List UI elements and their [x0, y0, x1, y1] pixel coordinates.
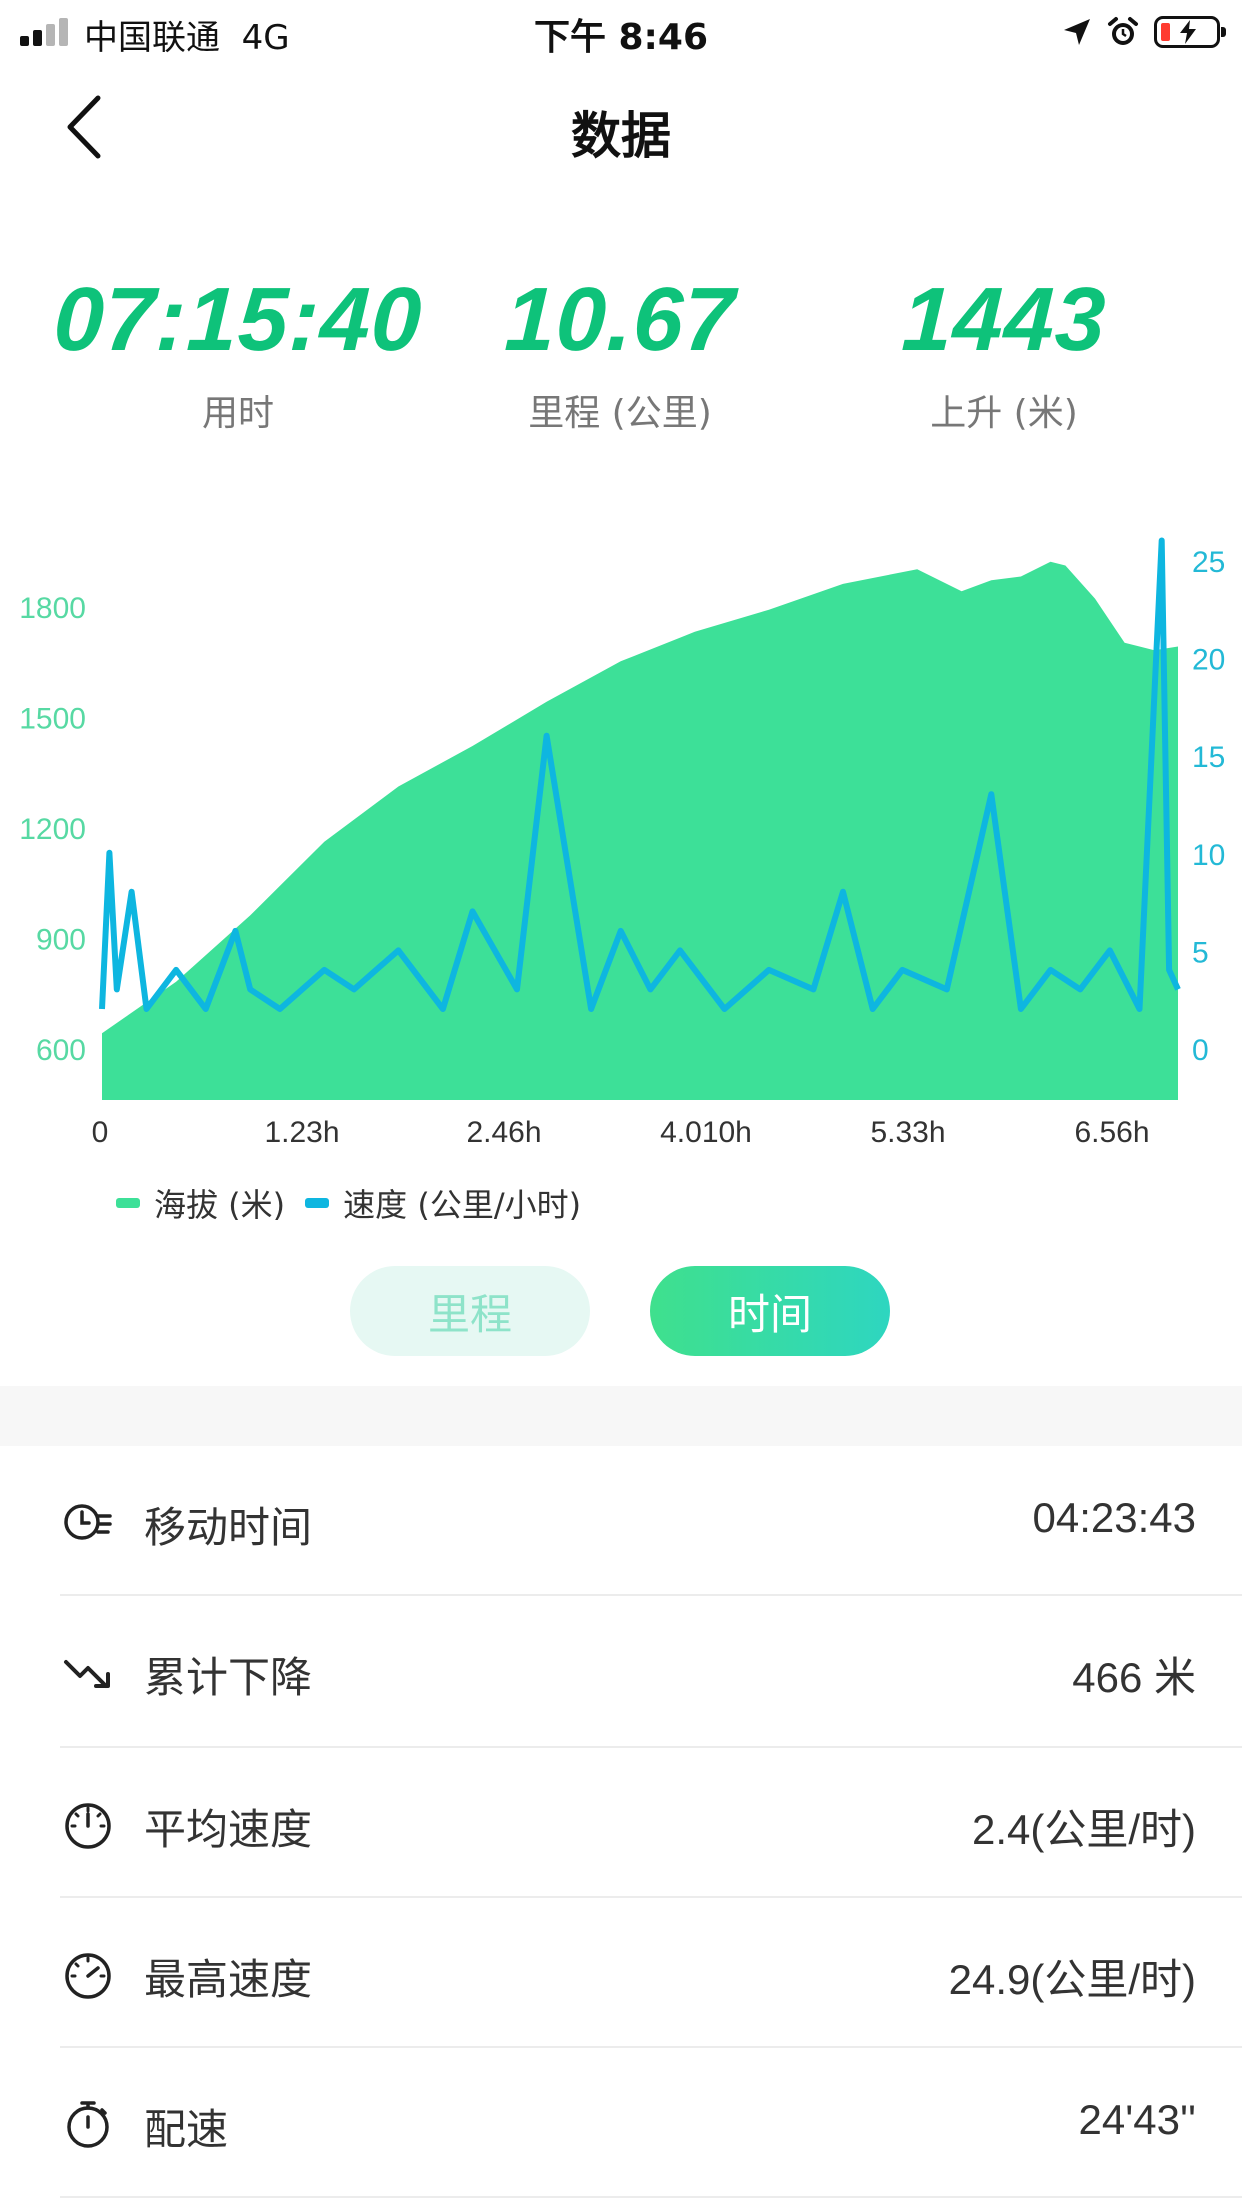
alarm-icon — [1108, 17, 1138, 45]
status-time: 下午 8:46 — [533, 17, 709, 58]
location-arrow-icon — [1064, 19, 1090, 45]
chevron-left-icon — [67, 95, 101, 159]
y-right-tick: 15 — [1192, 741, 1225, 774]
legend-swatch-speed — [305, 1198, 330, 1208]
legend-item-elevation: 海拔 (米) — [116, 1180, 285, 1226]
y-left-tick: 1500 — [19, 703, 86, 736]
list-item-total-descent: 累计下降 466 米 — [60, 1596, 1242, 1748]
legend-label-speed: 速度 (公里/小时) — [343, 1186, 582, 1224]
moving-time-label: 移动时间 — [144, 1503, 313, 1552]
stat-distance: 10.67 里程 (公里) — [430, 270, 810, 436]
details-list: 移动时间 04:23:43 累计下降 466 米 平均速度 2.4(公里/时) … — [0, 1446, 1242, 2198]
legend-item-speed: 速度 (公里/小时) — [305, 1180, 581, 1226]
stat-distance-value: 10.67 — [503, 270, 737, 370]
stat-duration-value: 07:15:40 — [52, 270, 424, 370]
x-tick: 4.010h — [660, 1116, 752, 1149]
legend-label-elevation: 海拔 (米) — [154, 1186, 286, 1224]
gauge-low-icon — [65, 1803, 111, 1849]
network-type: 4G — [241, 18, 290, 58]
stat-distance-label: 里程 (公里) — [528, 393, 712, 434]
moving-time-value: 04:23:43 — [1032, 1494, 1197, 1541]
max-speed-label: 最高速度 — [144, 1955, 313, 2004]
y-right-tick: 5 — [1192, 936, 1209, 969]
stat-duration: 07:15:40 用时 — [48, 270, 428, 436]
speed-line — [99, 537, 1181, 1012]
trend-down-icon — [64, 1660, 110, 1688]
pace-value: 24'43'' — [1078, 2096, 1197, 2143]
x-tick: 2.46h — [466, 1116, 541, 1149]
list-item-pace: 配速 24'43'' — [60, 2048, 1242, 2198]
stat-duration-label: 用时 — [201, 393, 274, 434]
section-divider — [0, 1386, 1242, 1446]
stat-ascent-value: 1443 — [900, 270, 1108, 370]
carrier-label: 中国联通 4G — [84, 18, 290, 58]
x-tick: 5.33h — [870, 1116, 945, 1149]
list-item-max-speed: 最高速度 24.9(公里/时) — [60, 1898, 1242, 2048]
avg-speed-value: 2.4(公里/时) — [971, 1806, 1196, 1853]
list-item-avg-speed: 平均速度 2.4(公里/时) — [60, 1748, 1242, 1898]
total-descent-label: 累计下降 — [144, 1653, 313, 1702]
nav-header: 数据 — [0, 62, 1242, 192]
page-title: 数据 — [571, 107, 671, 165]
stat-ascent-label: 上升 (米) — [930, 393, 1078, 434]
battery-icon — [1154, 16, 1226, 48]
list-item-moving-time: 移动时间 04:23:43 — [60, 1446, 1242, 1596]
total-descent-value: 466 米 — [1072, 1654, 1196, 1701]
legend-swatch-elevation — [116, 1198, 140, 1208]
clock-motion-icon — [64, 1504, 112, 1540]
avg-speed-label: 平均速度 — [144, 1805, 313, 1854]
y-right-tick: 10 — [1192, 839, 1225, 872]
chart-legend: 海拔 (米) 速度 (公里/小时) — [116, 1180, 601, 1226]
toggle-mileage-button[interactable]: 里程 — [350, 1266, 590, 1356]
x-tick: 0 — [92, 1116, 109, 1149]
y-right-tick: 20 — [1192, 644, 1225, 677]
max-speed-value: 24.9(公里/时) — [948, 1956, 1196, 2003]
signal-icon — [20, 18, 72, 46]
gauge-high-icon — [65, 1953, 111, 1999]
y-left-tick: 900 — [36, 924, 86, 957]
x-tick: 1.23h — [264, 1116, 339, 1149]
status-bar: 中国联通 4G 下午 8:46 — [0, 0, 1242, 62]
elevation-area — [102, 561, 1178, 1100]
elevation-speed-chart: 600 900 1200 1500 1800 0 5 10 15 20 25 0 1.23h 2.46h 4… — [0, 500, 1242, 1160]
y-right-tick: 25 — [1192, 546, 1225, 579]
chart-svg: 600 900 1200 1500 1800 0 5 10 15 20 25 0 1.23h 2.46h 4… — [19, 537, 1225, 1149]
x-tick: 6.56h — [1074, 1116, 1149, 1149]
stopwatch-icon — [67, 2101, 109, 2148]
y-left-tick: 1800 — [19, 592, 86, 625]
pace-label: 配速 — [144, 2105, 229, 2154]
y-left-tick: 1200 — [19, 813, 86, 846]
y-right-tick: 0 — [1192, 1034, 1209, 1067]
y-left-tick: 600 — [36, 1034, 86, 1067]
back-button[interactable] — [58, 92, 118, 162]
toggle-time-button[interactable]: 时间 — [650, 1266, 890, 1356]
stat-ascent: 1443 上升 (米) — [814, 270, 1194, 436]
